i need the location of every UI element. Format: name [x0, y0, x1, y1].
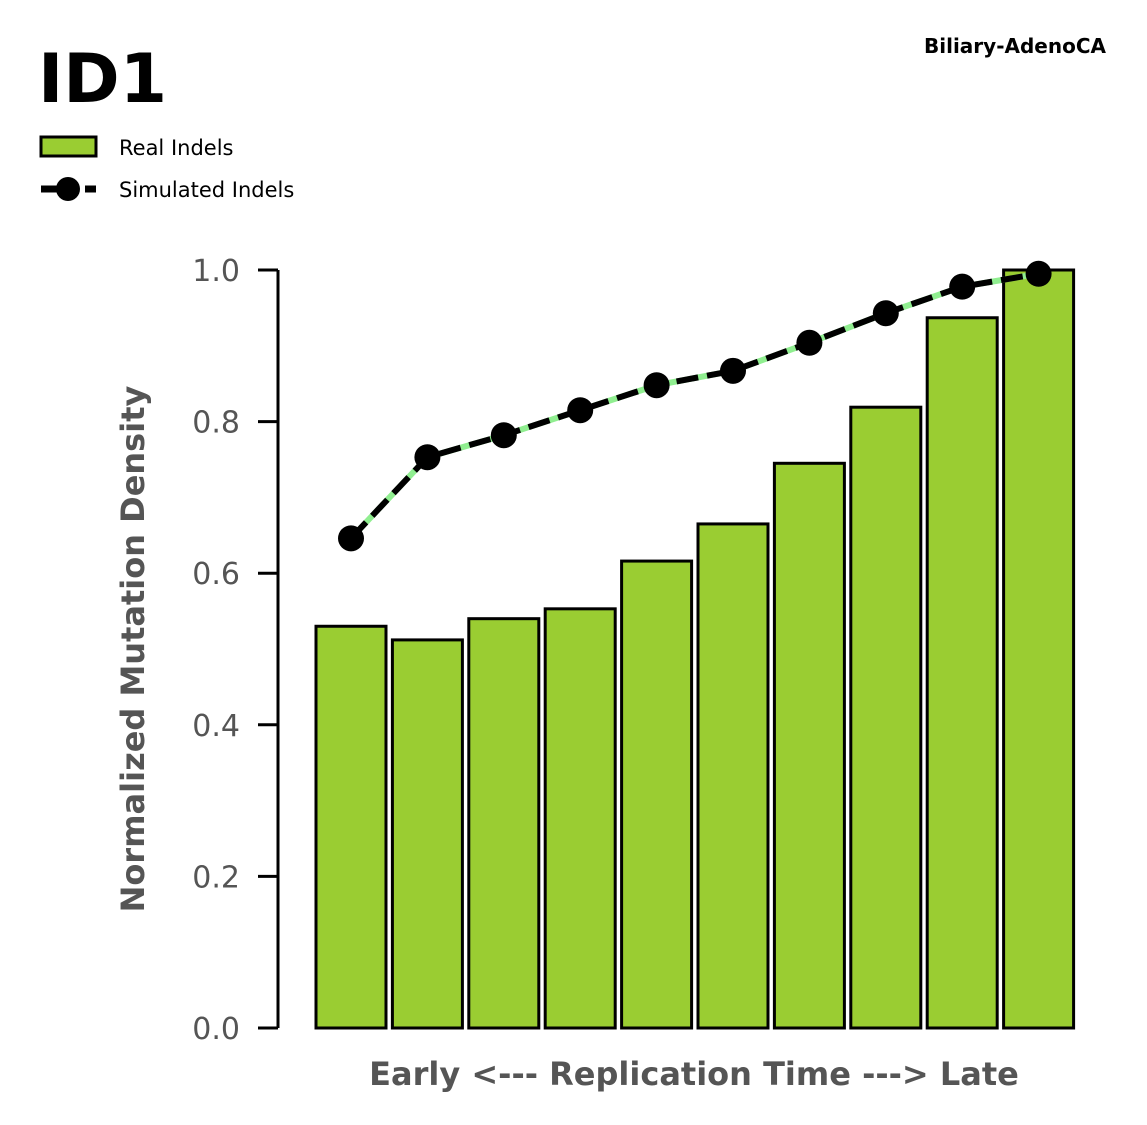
simulated-point — [338, 525, 364, 552]
simulated-point — [643, 372, 670, 399]
simulated-point — [414, 444, 441, 471]
bar — [314, 624, 388, 1030]
legend-label-real: Real Indels — [119, 136, 233, 160]
chart-title: ID1 — [38, 40, 167, 119]
simulated-point — [949, 273, 976, 300]
y-axis: 0.0 0.2 0.4 0.6 0.8 1.0 — [192, 254, 280, 1047]
simulated-point — [490, 422, 517, 449]
simulated-line — [338, 260, 1052, 552]
bar — [1002, 268, 1076, 1030]
y-tick-label: 0.2 — [192, 860, 240, 895]
bar — [925, 316, 999, 1030]
y-tick-label: 0.4 — [192, 709, 240, 744]
y-axis-label: Normalized Mutation Density — [114, 386, 152, 913]
x-axis-label: Early <--- Replication Time ---> Late — [369, 1055, 1019, 1093]
simulated-line-path — [348, 270, 1040, 541]
simulated-point — [567, 397, 594, 424]
y-tick-label: 0.6 — [192, 557, 240, 592]
legend: Real Indels Simulated Indels — [39, 135, 294, 202]
simulated-point — [796, 329, 823, 356]
simulated-point — [720, 357, 746, 384]
chart-subtitle: Biliary-AdenoCA — [924, 34, 1107, 58]
y-tick-label: 0.8 — [192, 406, 240, 441]
legend-swatch-sim-marker — [56, 177, 80, 201]
bar — [543, 607, 617, 1030]
simulated-point — [872, 300, 899, 327]
legend-swatch-real — [39, 135, 98, 158]
bar — [849, 405, 923, 1030]
bar — [696, 522, 770, 1030]
bars — [314, 268, 1076, 1030]
y-tick-label: 0.0 — [192, 1012, 240, 1047]
bar — [467, 617, 541, 1030]
legend-label-sim: Simulated Indels — [119, 178, 294, 202]
simulated-point — [1025, 260, 1052, 287]
bar — [620, 559, 694, 1030]
bar — [772, 461, 846, 1030]
bar — [390, 638, 464, 1030]
y-tick-label: 1.0 — [192, 254, 240, 289]
